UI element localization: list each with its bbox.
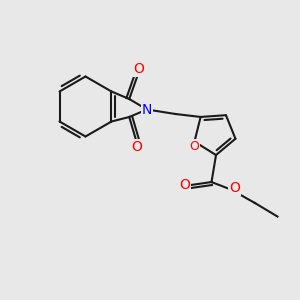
Text: O: O (180, 178, 190, 192)
Text: O: O (133, 62, 144, 76)
Text: O: O (190, 140, 200, 153)
Text: O: O (131, 140, 142, 154)
Text: O: O (229, 181, 240, 195)
Text: N: N (142, 103, 152, 116)
